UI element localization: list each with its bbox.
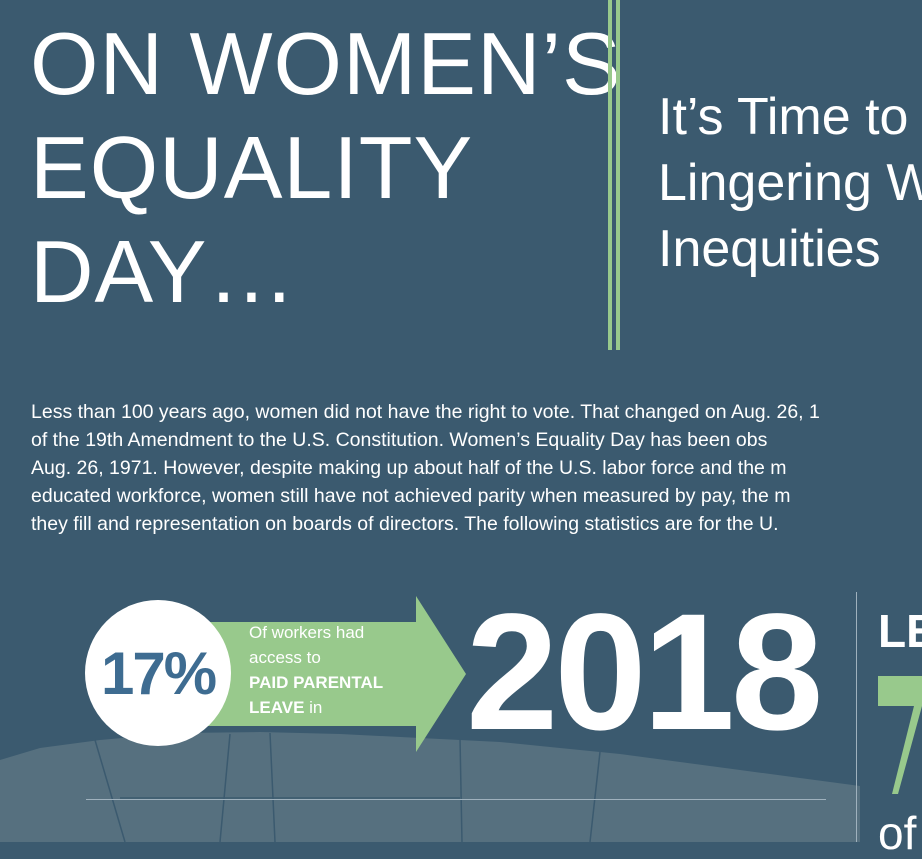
section-divider-vertical — [856, 592, 857, 842]
us-map-illustration — [0, 732, 860, 842]
intro-line-2: of the 19th Amendment to the U.S. Consti… — [31, 429, 768, 451]
subtitle-line-2: Lingering W — [658, 154, 922, 212]
section-divider-horizontal — [86, 799, 826, 800]
headline-line-3: DAY… — [30, 222, 297, 321]
intro-line-4: educated workforce, women still have not… — [31, 485, 791, 507]
green-numeral-fragment — [878, 676, 922, 794]
subtitle-line-3: Inequities — [658, 220, 881, 278]
headline-line-2: EQUALITY — [30, 118, 474, 217]
intro-line-5: they fill and representation on boards o… — [31, 513, 779, 535]
stat-emphasis-line-2: LEAVE — [249, 698, 305, 717]
green-arrow — [190, 596, 466, 752]
right-panel-heading: LE — [878, 605, 922, 657]
stat-description: Of workers had access to PAID PARENTAL L… — [249, 620, 383, 720]
stat-tail: in — [304, 698, 323, 717]
stat-emphasis-line-1: PAID PARENTAL — [249, 673, 384, 692]
subtitle: It’s Time to Lingering W Inequities — [658, 84, 922, 282]
intro-paragraph: Less than 100 years ago, women did not h… — [31, 398, 922, 538]
intro-line-1: Less than 100 years ago, women did not h… — [31, 401, 820, 423]
stat-text-line-1: Of workers had — [249, 623, 365, 642]
intro-line-3: Aug. 26, 1971. However, despite making u… — [31, 457, 787, 479]
stat-circle: 17% — [85, 600, 231, 746]
vertical-divider-right — [616, 0, 620, 350]
subtitle-line-1: It’s Time to — [658, 88, 909, 146]
stat-year: 2018 — [466, 580, 823, 765]
stat-text-line-2: access to — [249, 648, 321, 667]
headline: ON WOMEN’S EQUALITY DAY… — [30, 12, 622, 324]
vertical-divider-left — [608, 0, 612, 350]
stat-percentage: 17% — [100, 639, 217, 707]
right-panel-footer: of — [878, 807, 917, 859]
headline-line-1: ON WOMEN’S — [30, 14, 622, 113]
